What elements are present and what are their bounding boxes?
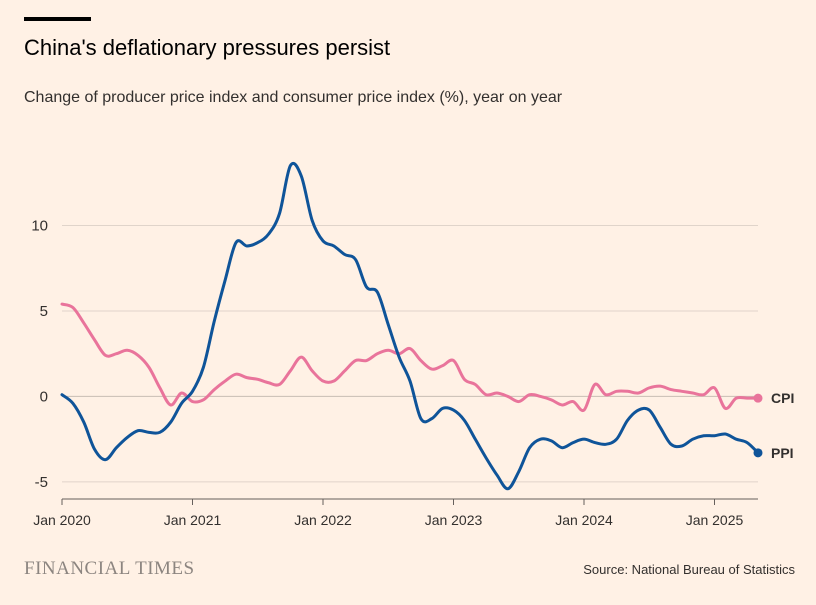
x-tick-label: Jan 2022 — [294, 512, 352, 528]
cpi-series-label: CPI — [771, 390, 794, 406]
brand-accent-bar — [24, 17, 91, 21]
x-tick-label: Jan 2020 — [33, 512, 91, 528]
x-tick-label: Jan 2023 — [425, 512, 483, 528]
y-tick-label: 5 — [40, 303, 48, 320]
ppi-series-line — [60, 161, 760, 491]
x-tick-label: Jan 2024 — [555, 512, 613, 528]
x-tick-label: Jan 2025 — [686, 512, 744, 528]
y-tick-label: -5 — [35, 474, 48, 491]
x-tick-label: Jan 2021 — [164, 512, 222, 528]
ft-logo: FINANCIAL TIMES — [24, 558, 195, 579]
ppi-end-point — [753, 448, 763, 458]
cpi-end-point — [753, 393, 763, 403]
cpi-series-line — [60, 302, 760, 413]
ppi-series-label: PPI — [771, 445, 794, 461]
chart-title: China's deflationary pressures persist — [24, 35, 391, 60]
y-tick-label: 10 — [31, 217, 48, 234]
chart-subtitle: Change of producer price index and consu… — [24, 89, 563, 106]
source-note: Source: National Bureau of Statistics — [583, 562, 795, 577]
y-tick-label: 0 — [40, 388, 48, 405]
